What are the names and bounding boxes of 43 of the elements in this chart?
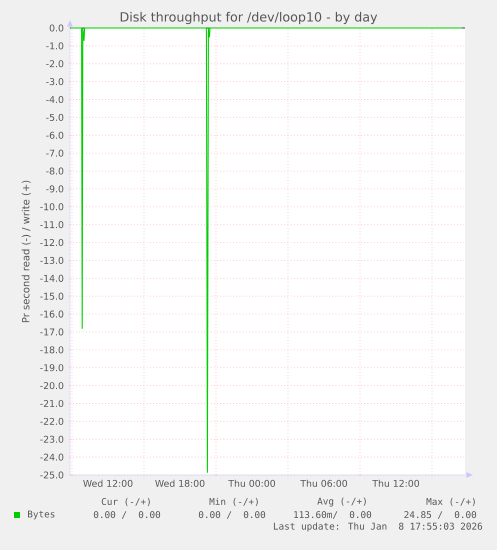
y-tick-label: -8.0 (46, 168, 64, 175)
text: Cur (-/+) (102, 498, 150, 506)
y-tick-label: -19.0 (40, 364, 64, 372)
y-tick-label: -2.0 (46, 60, 64, 68)
legend-label: Bytes (28, 510, 54, 520)
x-tick-label: Thu 06:00 (300, 480, 348, 487)
text: 24.85 / 0.00 (404, 511, 476, 519)
y-tick-label: -14.0 (40, 274, 64, 282)
x-tick-label: Thu 00:00 (228, 480, 276, 487)
text: Max (-/+) (426, 498, 475, 506)
x-tick-label: Thu 12:00 (372, 480, 420, 487)
chart-title: Disk throughput for /dev/loop10 - by day (120, 12, 378, 24)
y-tick-label: -12.0 (40, 239, 64, 246)
y-tick-label: -24.0 (40, 454, 64, 461)
text: 0.00 / 0.00 (198, 511, 266, 519)
y-tick-label: -18.0 (40, 346, 64, 354)
y-tick-label: -17.0 (40, 328, 64, 336)
y-tick-label: -23.0 (40, 436, 64, 443)
y-tick-label: -20.0 (40, 382, 64, 390)
x-tick-label: Wed 18:00 (155, 480, 204, 487)
text: Min (-/+) (210, 498, 258, 506)
y-tick-label: -16.0 (40, 310, 64, 318)
x-tick-label: Wed 12:00 (83, 480, 132, 487)
text: Last update: Thu Jan 8 17:55:03 2026 (274, 522, 482, 532)
text: Avg (-/+) (317, 497, 366, 507)
y-tick-label: -9.0 (46, 185, 64, 192)
y-axis-title: Pr second read (-) / write (+) (22, 180, 31, 322)
y-tick-label: -13.0 (40, 256, 64, 264)
y-tick-label: -6.0 (46, 132, 64, 139)
text: 0.00 / 0.00 (94, 511, 160, 519)
y-tick-label: -4.0 (46, 96, 64, 104)
y-tick-label: 0.0 (50, 24, 64, 32)
y-tick-label: -7.0 (46, 150, 64, 157)
y-tick-label: -5.0 (46, 114, 64, 121)
text: 113.60m/ 0.00 (294, 511, 372, 519)
y-tick-label: -11.0 (40, 221, 64, 228)
y-tick-label: -22.0 (40, 418, 64, 425)
y-tick-label: -3.0 (46, 78, 64, 86)
y-tick-label: -1.0 (46, 42, 64, 50)
y-tick-label: -15.0 (40, 292, 64, 300)
y-tick-label: -21.0 (40, 400, 64, 407)
y-tick-label: -25.0 (40, 471, 64, 479)
y-tick-label: -10.0 (40, 203, 64, 210)
